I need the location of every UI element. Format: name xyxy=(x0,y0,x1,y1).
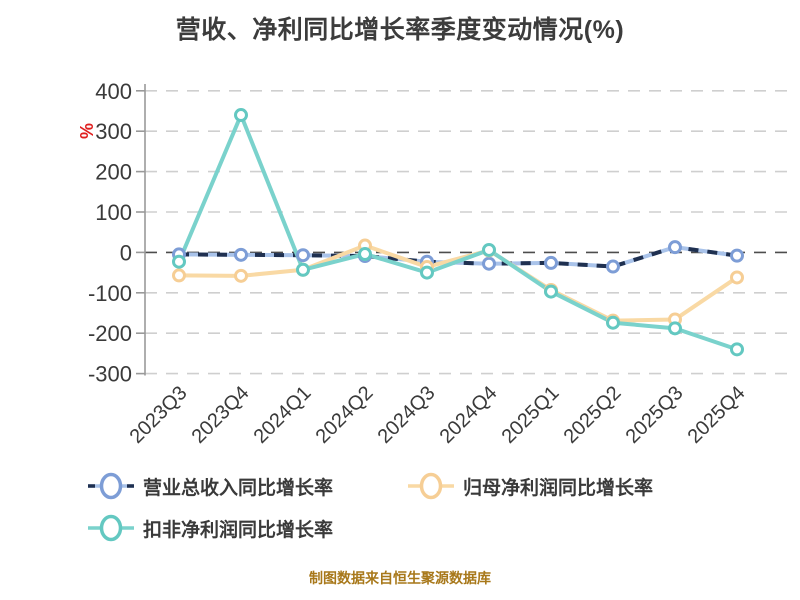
x-tick-label: 2025Q3 xyxy=(622,382,688,448)
y-tick-label: 400 xyxy=(95,79,132,104)
non-gaap-net-profit-yoy-marker xyxy=(172,254,186,269)
non-gaap-net-profit-yoy-marker xyxy=(420,265,434,280)
x-tick-label: 2025Q2 xyxy=(560,382,626,448)
x-tick-label: 2023Q3 xyxy=(126,382,192,448)
x-tick-label: 2024Q2 xyxy=(312,382,378,448)
x-tick-label: 2024Q3 xyxy=(374,382,440,448)
legend-label-total-revenue-yoy: 营业总收入同比增长率 xyxy=(143,477,334,499)
non-gaap-net-profit-yoy-line xyxy=(177,113,739,352)
y-tick-label: 200 xyxy=(95,160,132,185)
total-revenue-yoy-marker xyxy=(296,248,310,263)
legend-item-non-gaap-net-profit-yoy: 扣非净利润同比增长率 xyxy=(88,512,408,544)
legend-marker-icon xyxy=(408,472,454,500)
non-gaap-net-profit-yoy-marker xyxy=(482,242,496,257)
total-revenue-yoy-marker xyxy=(544,255,558,270)
y-tick-label: -300 xyxy=(88,362,132,387)
x-tick-label: 2025Q4 xyxy=(684,382,750,448)
chart-legend: 营业总收入同比增长率 归母净利润同比增长率扣非净利润同比增长率 xyxy=(88,470,733,544)
y-tick-label: -200 xyxy=(88,321,132,346)
y-axis-unit-label: % xyxy=(77,123,97,139)
non-gaap-net-profit-yoy-marker xyxy=(358,247,372,262)
x-tick-label: 2023Q4 xyxy=(188,382,254,448)
x-tick-label: 2024Q4 xyxy=(436,382,502,448)
y-tick-label: 0 xyxy=(120,240,132,265)
non-gaap-net-profit-yoy-marker xyxy=(668,321,682,336)
legend-marker-icon xyxy=(88,472,134,500)
x-tick-label: 2025Q1 xyxy=(498,382,564,448)
net-profit-yoy-marker xyxy=(730,270,744,285)
net-profit-yoy-marker xyxy=(172,268,186,283)
non-gaap-net-profit-yoy-marker xyxy=(544,284,558,299)
non-gaap-net-profit-yoy-marker xyxy=(606,315,620,330)
legend-marker-icon xyxy=(88,514,134,542)
chart-title: 营收、净利同比增长率季度变动情况(%) xyxy=(175,16,625,44)
total-revenue-yoy-marker xyxy=(668,240,682,255)
net-profit-yoy-line xyxy=(177,243,739,323)
x-tick-label: 2024Q1 xyxy=(250,382,316,448)
legend-label-net-profit-yoy: 归母净利润同比增长率 xyxy=(463,477,654,499)
total-revenue-yoy-marker xyxy=(482,256,496,271)
y-tick-label: 300 xyxy=(95,119,132,144)
total-revenue-yoy-marker xyxy=(234,247,248,262)
legend-item-net-profit-yoy: 归母净利润同比增长率 xyxy=(408,470,728,502)
legend-item-total-revenue-yoy: 营业总收入同比增长率 xyxy=(88,470,408,502)
total-revenue-yoy-marker xyxy=(606,259,620,274)
non-gaap-net-profit-yoy-marker xyxy=(296,262,310,277)
data-source-caption: 制图数据来自恒生聚源数据库 xyxy=(309,570,491,586)
non-gaap-net-profit-yoy-marker xyxy=(730,342,744,357)
legend-label-non-gaap-net-profit-yoy: 扣非净利润同比增长率 xyxy=(143,519,334,541)
net-profit-yoy-marker xyxy=(234,268,248,283)
non-gaap-net-profit-yoy-marker xyxy=(234,108,248,123)
y-tick-label: 100 xyxy=(95,200,132,225)
y-tick-label: -100 xyxy=(88,281,132,306)
total-revenue-yoy-marker xyxy=(730,248,744,263)
